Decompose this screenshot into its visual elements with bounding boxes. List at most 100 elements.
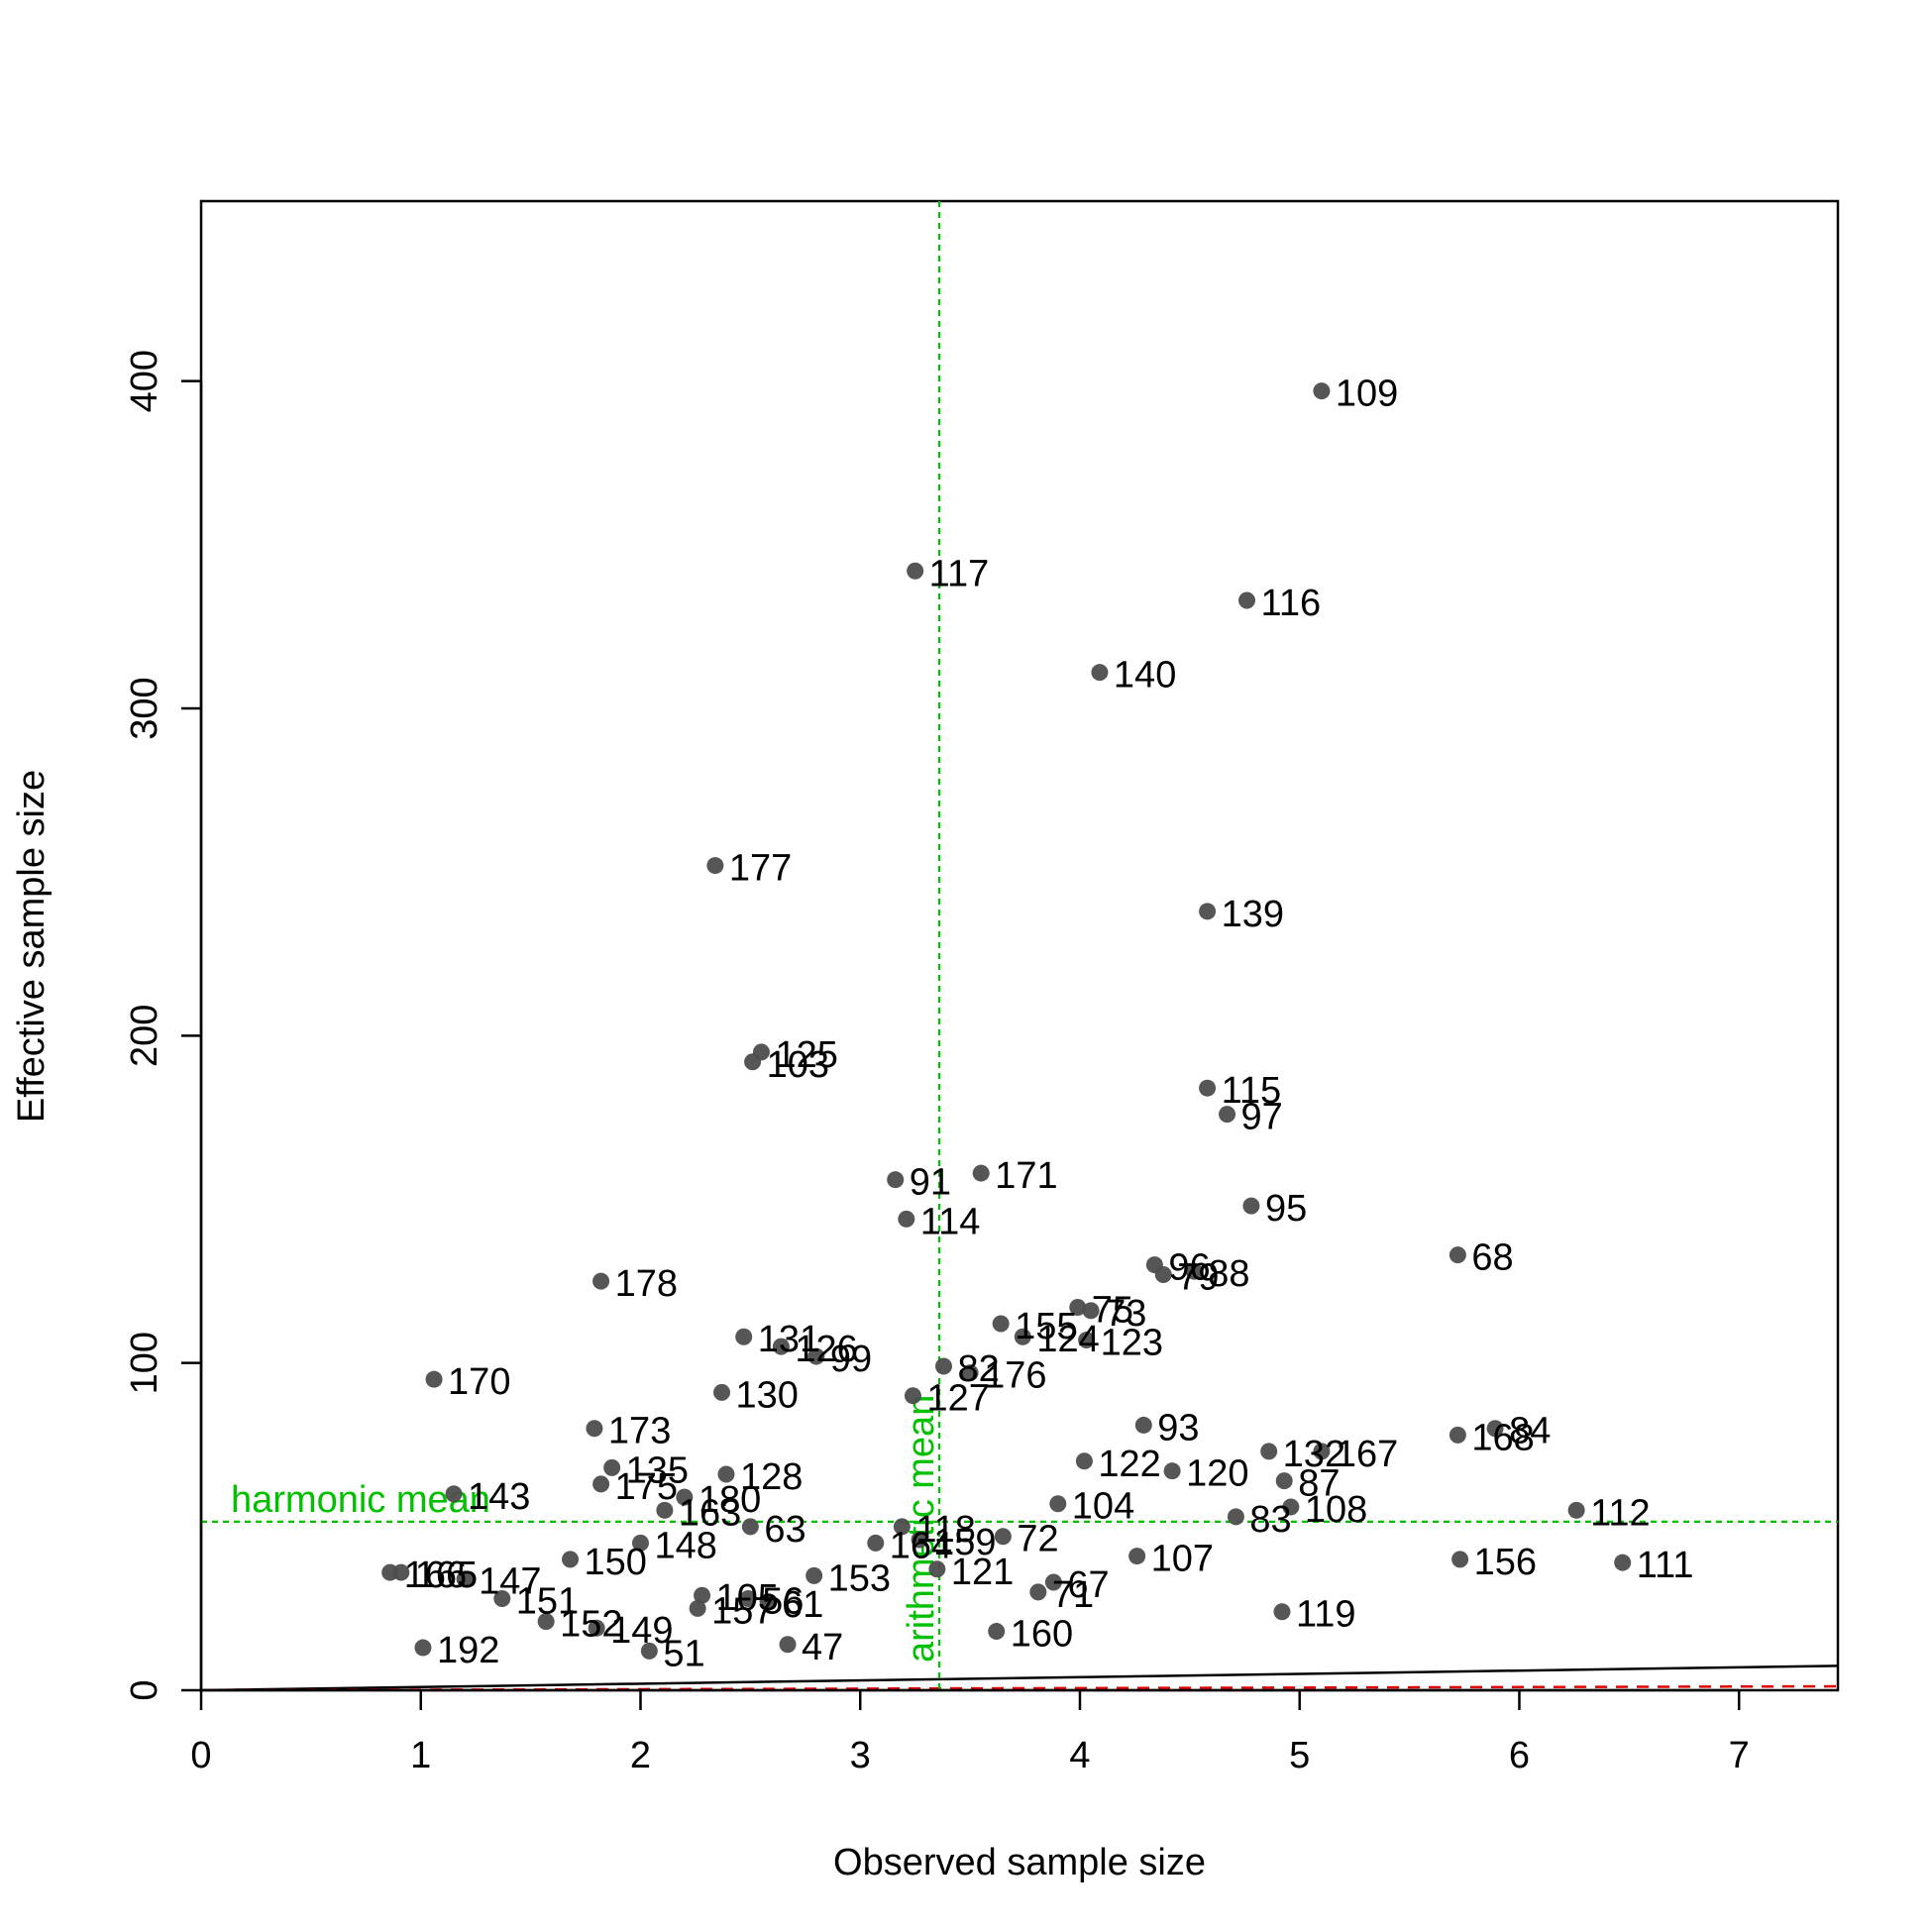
point-56 bbox=[739, 1590, 757, 1608]
point-label-173: 173 bbox=[608, 1411, 671, 1452]
point-label-122: 122 bbox=[1098, 1444, 1160, 1485]
point-82 bbox=[934, 1357, 952, 1375]
point-168 bbox=[1449, 1426, 1466, 1444]
point-121 bbox=[928, 1560, 946, 1578]
point-156 bbox=[1451, 1551, 1469, 1568]
point-132 bbox=[1260, 1443, 1278, 1460]
point-103 bbox=[744, 1053, 762, 1071]
point-label-176: 176 bbox=[984, 1355, 1046, 1397]
point-label-63: 63 bbox=[764, 1509, 805, 1551]
point-180 bbox=[676, 1488, 694, 1506]
point-label-149: 149 bbox=[610, 1610, 673, 1652]
plot-border bbox=[199, 199, 1840, 1692]
point-104 bbox=[1049, 1495, 1067, 1513]
point-79 bbox=[1154, 1265, 1172, 1283]
point-label-103: 103 bbox=[767, 1044, 829, 1086]
y-tick-label-200: 200 bbox=[124, 1005, 165, 1067]
point-109 bbox=[1313, 382, 1331, 400]
point-173 bbox=[586, 1420, 603, 1438]
point-label-153: 153 bbox=[828, 1557, 891, 1599]
point-123 bbox=[1078, 1332, 1096, 1349]
point-label-171: 171 bbox=[995, 1155, 1057, 1197]
point-126 bbox=[772, 1338, 790, 1355]
point-label-97: 97 bbox=[1241, 1097, 1283, 1138]
point-155 bbox=[992, 1315, 1010, 1333]
point-label-73: 73 bbox=[1105, 1293, 1146, 1335]
point-label-192: 192 bbox=[437, 1630, 499, 1671]
point-label-107: 107 bbox=[1151, 1539, 1214, 1580]
point-83 bbox=[1227, 1508, 1244, 1526]
point-label-156: 156 bbox=[1474, 1542, 1537, 1583]
point-178 bbox=[592, 1272, 610, 1290]
point-131 bbox=[735, 1328, 753, 1345]
point-114 bbox=[898, 1210, 915, 1228]
point-label-164: 164 bbox=[890, 1525, 952, 1566]
point-68 bbox=[1449, 1246, 1466, 1264]
point-label-51: 51 bbox=[663, 1633, 704, 1674]
harmonic-mean-label: harmonic mean bbox=[231, 1479, 490, 1521]
point-label-143: 143 bbox=[468, 1476, 530, 1518]
point-112 bbox=[1567, 1501, 1585, 1519]
point-label-126: 126 bbox=[795, 1329, 857, 1370]
point-157 bbox=[689, 1599, 706, 1617]
point-label-166: 166 bbox=[404, 1555, 467, 1596]
point-label-119: 119 bbox=[1296, 1594, 1356, 1636]
diagonal-line-0 bbox=[201, 1664, 1838, 1690]
point-label-127: 127 bbox=[926, 1378, 989, 1420]
point-120 bbox=[1163, 1462, 1181, 1480]
point-128 bbox=[717, 1465, 735, 1483]
point-99 bbox=[807, 1347, 825, 1365]
y-tick-label-100: 100 bbox=[124, 1332, 165, 1394]
point-118 bbox=[893, 1518, 911, 1536]
point-171 bbox=[972, 1164, 990, 1182]
point-label-168: 168 bbox=[1471, 1417, 1534, 1458]
point-label-167: 167 bbox=[1336, 1434, 1398, 1475]
point-label-109: 109 bbox=[1336, 374, 1398, 415]
x-tick-label-6: 6 bbox=[1509, 1735, 1530, 1776]
y-tick-label-400: 400 bbox=[124, 350, 165, 412]
point-label-139: 139 bbox=[1222, 894, 1284, 935]
point-51 bbox=[640, 1642, 658, 1660]
point-84 bbox=[1486, 1420, 1504, 1438]
point-88 bbox=[1185, 1262, 1203, 1280]
point-label-108: 108 bbox=[1305, 1489, 1367, 1531]
point-163 bbox=[656, 1501, 674, 1519]
point-139 bbox=[1199, 903, 1217, 920]
point-label-160: 160 bbox=[1011, 1614, 1073, 1656]
y-tick-label-300: 300 bbox=[124, 677, 165, 739]
point-label-150: 150 bbox=[585, 1542, 647, 1583]
x-axis: 0 1 2 3 4 5 6 7 bbox=[190, 1688, 1750, 1776]
point-111 bbox=[1614, 1554, 1632, 1571]
x-tick-label-3: 3 bbox=[850, 1735, 871, 1776]
point-97 bbox=[1219, 1106, 1236, 1124]
point-label-132: 132 bbox=[1283, 1434, 1345, 1475]
point-label-84: 84 bbox=[1509, 1411, 1551, 1452]
point-label-135: 135 bbox=[626, 1449, 689, 1491]
point-label-75: 75 bbox=[1092, 1290, 1133, 1332]
point-label-91: 91 bbox=[910, 1162, 951, 1204]
point-label-72: 72 bbox=[1017, 1519, 1058, 1560]
data-points bbox=[381, 382, 1632, 1660]
point-label-61: 61 bbox=[782, 1584, 823, 1626]
reference-lines: harmonic mean arithmetic mean bbox=[201, 201, 1838, 1690]
x-tick-label-0: 0 bbox=[190, 1735, 211, 1776]
point-label-114: 114 bbox=[920, 1201, 981, 1242]
point-63 bbox=[741, 1518, 759, 1536]
point-label-163: 163 bbox=[679, 1492, 741, 1534]
point-label-121: 121 bbox=[951, 1552, 1014, 1593]
point-label-79: 79 bbox=[1177, 1256, 1219, 1298]
point-label-180: 180 bbox=[698, 1479, 761, 1521]
point-label-118: 118 bbox=[915, 1509, 976, 1551]
point-116 bbox=[1238, 591, 1256, 609]
point-71 bbox=[1029, 1583, 1047, 1601]
point-label-131: 131 bbox=[758, 1319, 820, 1360]
point-130 bbox=[713, 1383, 731, 1401]
point-label-111: 111 bbox=[1637, 1545, 1694, 1586]
point-151 bbox=[493, 1590, 511, 1608]
point-177 bbox=[706, 857, 724, 875]
point-75 bbox=[1069, 1299, 1087, 1317]
point-label-117: 117 bbox=[929, 553, 990, 594]
point-140 bbox=[1091, 664, 1109, 682]
point-167 bbox=[1313, 1443, 1331, 1460]
